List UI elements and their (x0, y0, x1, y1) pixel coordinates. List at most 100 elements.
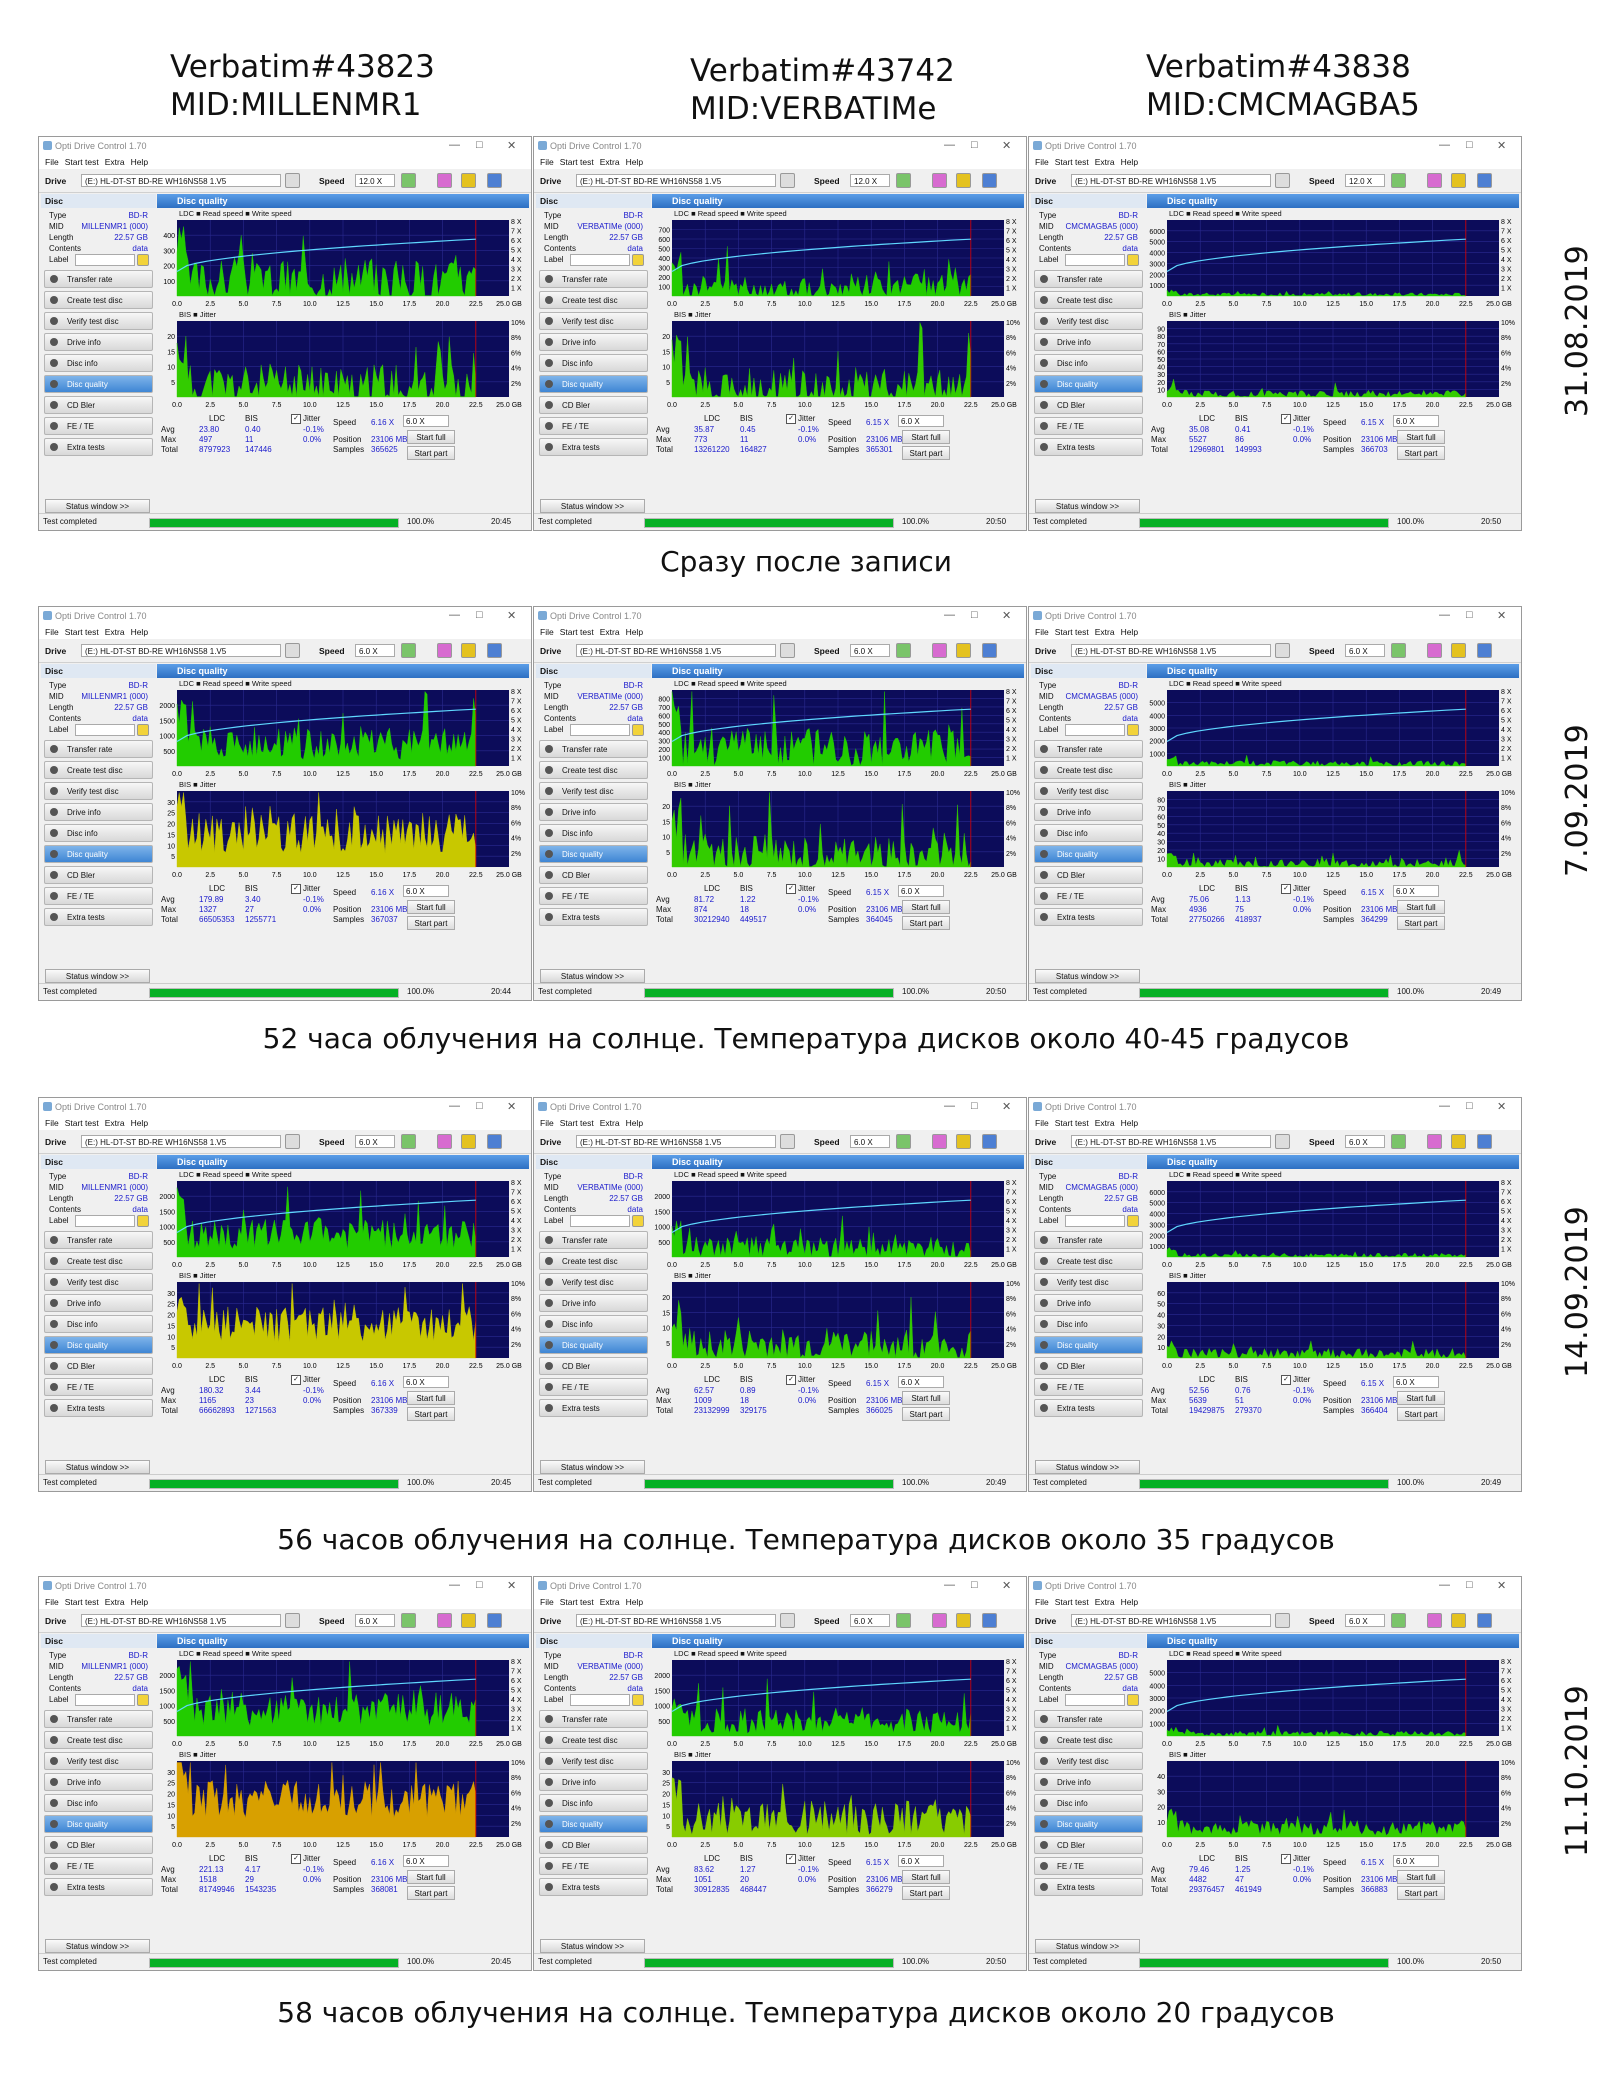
menu-help[interactable]: Help (130, 627, 149, 637)
label-icon[interactable] (137, 254, 149, 266)
nav-drive-info[interactable]: Drive info (1034, 1773, 1143, 1791)
menu-help[interactable]: Help (625, 157, 644, 167)
options-icon[interactable] (956, 643, 971, 658)
nav-cd-bler[interactable]: CD Bler (1034, 396, 1143, 414)
nav-transfer-rate[interactable]: Transfer rate (44, 1231, 153, 1249)
menu-file[interactable]: File (540, 157, 554, 167)
maximize-button[interactable]: □ (971, 609, 978, 621)
status-window-button[interactable]: Status window >> (45, 499, 150, 513)
menu-file[interactable]: File (45, 1118, 59, 1128)
nav-fe-te[interactable]: FE / TE (44, 887, 153, 905)
menu-extra[interactable]: Extra (104, 157, 125, 167)
status-window-button[interactable]: Status window >> (1035, 499, 1140, 513)
speed-option-select[interactable]: 6.0 X (898, 415, 944, 427)
nav-drive-info[interactable]: Drive info (44, 1773, 153, 1791)
nav-fe-te[interactable]: FE / TE (539, 1378, 648, 1396)
refresh-icon[interactable] (401, 1134, 416, 1149)
nav-extra-tests[interactable]: Extra tests (44, 1399, 153, 1417)
nav-transfer-rate[interactable]: Transfer rate (1034, 1231, 1143, 1249)
label-icon[interactable] (137, 724, 149, 736)
nav-cd-bler[interactable]: CD Bler (44, 396, 153, 414)
menu-extra[interactable]: Extra (1094, 157, 1115, 167)
menu-file[interactable]: File (45, 157, 59, 167)
nav-transfer-rate[interactable]: Transfer rate (44, 1710, 153, 1728)
nav-extra-tests[interactable]: Extra tests (44, 908, 153, 926)
nav-disc-info[interactable]: Disc info (539, 354, 648, 372)
menu-help[interactable]: Help (625, 627, 644, 637)
nav-create-test-disc[interactable]: Create test disc (1034, 1252, 1143, 1270)
speed-option-select[interactable]: 6.0 X (1393, 415, 1439, 427)
menu-start-test[interactable]: Start test (1054, 1597, 1089, 1607)
speed-select[interactable]: 6.0 X (850, 644, 890, 657)
refresh-icon[interactable] (1391, 1613, 1406, 1628)
erase-icon[interactable] (437, 643, 452, 658)
label-input[interactable] (75, 254, 135, 266)
menu-extra[interactable]: Extra (104, 1597, 125, 1607)
jitter-checkbox[interactable]: ✓ (291, 884, 301, 894)
nav-fe-te[interactable]: FE / TE (44, 417, 153, 435)
eject-icon[interactable] (285, 1613, 300, 1628)
drive-select[interactable]: (E:) HL-DT-ST BD-RE WH16NS58 1.V5 (1071, 174, 1271, 187)
nav-transfer-rate[interactable]: Transfer rate (1034, 740, 1143, 758)
nav-disc-quality[interactable]: Disc quality (1034, 1336, 1143, 1354)
nav-drive-info[interactable]: Drive info (539, 803, 648, 821)
nav-fe-te[interactable]: FE / TE (539, 1857, 648, 1875)
nav-verify-test-disc[interactable]: Verify test disc (539, 1752, 648, 1770)
label-input[interactable] (570, 724, 630, 736)
drive-select[interactable]: (E:) HL-DT-ST BD-RE WH16NS58 1.V5 (576, 174, 776, 187)
nav-disc-info[interactable]: Disc info (1034, 824, 1143, 842)
maximize-button[interactable]: □ (971, 1579, 978, 1591)
drive-select[interactable]: (E:) HL-DT-ST BD-RE WH16NS58 1.V5 (1071, 1614, 1271, 1627)
menu-start-test[interactable]: Start test (64, 1597, 99, 1607)
nav-create-test-disc[interactable]: Create test disc (1034, 291, 1143, 309)
close-button[interactable]: ✕ (1002, 1101, 1012, 1113)
nav-cd-bler[interactable]: CD Bler (1034, 1357, 1143, 1375)
menu-file[interactable]: File (540, 1118, 554, 1128)
nav-transfer-rate[interactable]: Transfer rate (1034, 1710, 1143, 1728)
nav-extra-tests[interactable]: Extra tests (539, 908, 648, 926)
start-full-button[interactable]: Start full (902, 1870, 950, 1884)
status-window-button[interactable]: Status window >> (45, 969, 150, 983)
jitter-checkbox[interactable]: ✓ (786, 1375, 796, 1385)
maximize-button[interactable]: □ (971, 1100, 978, 1112)
options-icon[interactable] (461, 173, 476, 188)
nav-disc-info[interactable]: Disc info (44, 354, 153, 372)
label-input[interactable] (1065, 1215, 1125, 1227)
nav-cd-bler[interactable]: CD Bler (44, 1836, 153, 1854)
menu-extra[interactable]: Extra (599, 1597, 620, 1607)
label-icon[interactable] (1127, 254, 1139, 266)
start-part-button[interactable]: Start part (407, 446, 455, 460)
nav-drive-info[interactable]: Drive info (539, 1773, 648, 1791)
nav-disc-quality[interactable]: Disc quality (1034, 845, 1143, 863)
speed-option-select[interactable]: 6.0 X (403, 1855, 449, 1867)
start-part-button[interactable]: Start part (902, 446, 950, 460)
speed-option-select[interactable]: 6.0 X (403, 415, 449, 427)
nav-cd-bler[interactable]: CD Bler (539, 1836, 648, 1854)
nav-disc-quality[interactable]: Disc quality (539, 1815, 648, 1833)
speed-option-select[interactable]: 6.0 X (898, 885, 944, 897)
eject-icon[interactable] (780, 1613, 795, 1628)
nav-drive-info[interactable]: Drive info (539, 333, 648, 351)
menu-extra[interactable]: Extra (1094, 1597, 1115, 1607)
drive-select[interactable]: (E:) HL-DT-ST BD-RE WH16NS58 1.V5 (1071, 644, 1271, 657)
minimize-button[interactable]: — (1439, 1579, 1450, 1591)
label-icon[interactable] (632, 254, 644, 266)
nav-verify-test-disc[interactable]: Verify test disc (539, 312, 648, 330)
save-icon[interactable] (982, 1613, 997, 1628)
nav-cd-bler[interactable]: CD Bler (1034, 1836, 1143, 1854)
speed-select[interactable]: 6.0 X (1345, 644, 1385, 657)
save-icon[interactable] (1477, 173, 1492, 188)
speed-select[interactable]: 12.0 X (355, 174, 395, 187)
menu-extra[interactable]: Extra (599, 157, 620, 167)
speed-select[interactable]: 12.0 X (1345, 174, 1385, 187)
label-input[interactable] (75, 1694, 135, 1706)
nav-disc-info[interactable]: Disc info (1034, 1315, 1143, 1333)
nav-disc-quality[interactable]: Disc quality (1034, 1815, 1143, 1833)
erase-icon[interactable] (1427, 173, 1442, 188)
nav-transfer-rate[interactable]: Transfer rate (539, 1710, 648, 1728)
menu-start-test[interactable]: Start test (64, 157, 99, 167)
nav-extra-tests[interactable]: Extra tests (539, 1399, 648, 1417)
jitter-checkbox[interactable]: ✓ (1281, 414, 1291, 424)
menu-help[interactable]: Help (1120, 627, 1139, 637)
jitter-checkbox[interactable]: ✓ (1281, 1854, 1291, 1864)
